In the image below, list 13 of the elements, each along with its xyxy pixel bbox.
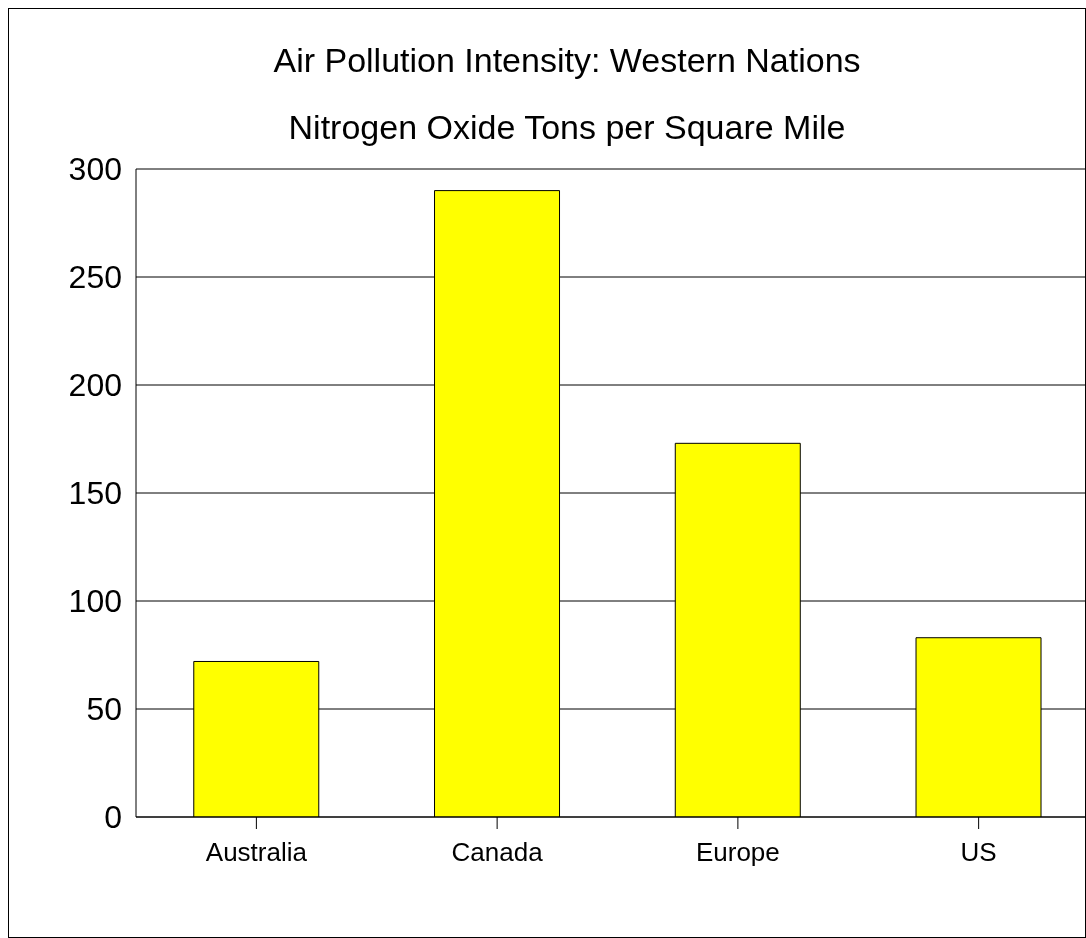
y-tick-label: 250 <box>68 259 122 296</box>
x-tick-label: Europe <box>695 837 780 868</box>
y-tick-label: 200 <box>68 367 122 404</box>
y-tick-label: 300 <box>68 151 122 188</box>
y-tick-label: 0 <box>104 799 122 836</box>
x-tick-label: Australia <box>205 837 308 868</box>
chart-subtitle: Nitrogen Oxide Tons per Square Mile <box>287 108 847 147</box>
y-tick-label: 50 <box>86 691 122 728</box>
x-tick-label: US <box>960 837 997 868</box>
x-tick-label: Canada <box>451 837 544 868</box>
y-tick-label: 150 <box>68 475 122 512</box>
chart-title: Air Pollution Intensity: Western Nations <box>272 41 862 80</box>
y-tick-label: 100 <box>68 583 122 620</box>
